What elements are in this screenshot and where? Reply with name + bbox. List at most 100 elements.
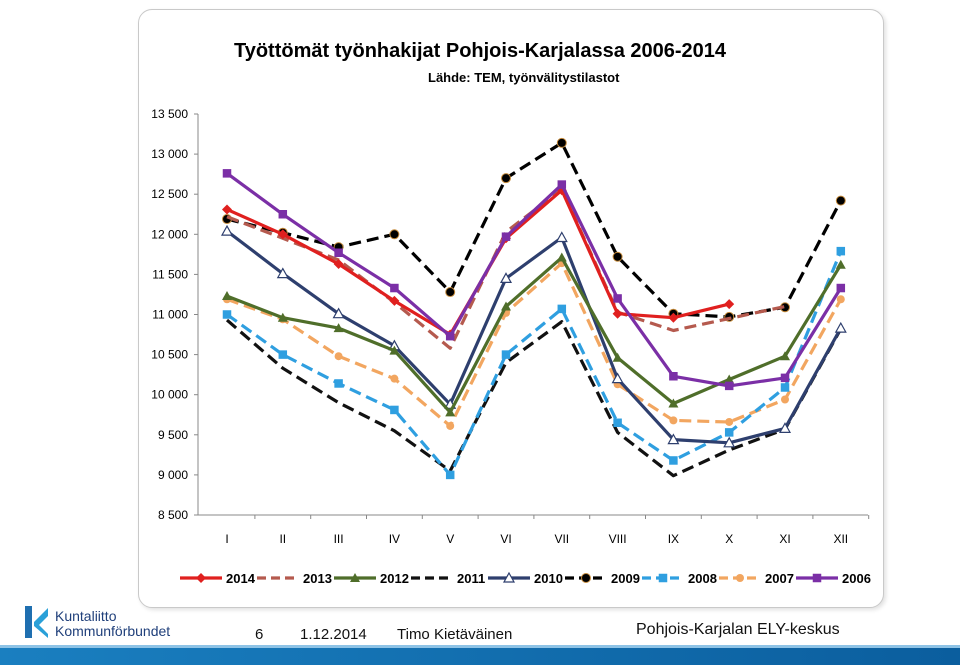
x-tick-label: II <box>279 532 286 546</box>
series-line-2012 <box>226 256 843 414</box>
data-point <box>390 405 399 415</box>
series-line-2009 <box>226 141 843 319</box>
data-point <box>501 173 511 184</box>
data-point <box>812 573 822 583</box>
data-point <box>278 210 288 219</box>
data-point <box>196 573 206 583</box>
data-point <box>389 295 400 306</box>
data-point <box>350 573 360 582</box>
series-line-2014 <box>226 188 730 337</box>
data-point <box>557 180 567 189</box>
data-point <box>220 224 234 236</box>
data-point <box>222 204 232 215</box>
y-tick-label: 11 000 <box>152 308 188 322</box>
data-point <box>445 407 456 417</box>
y-tick-label: 12 000 <box>151 227 188 241</box>
series-line-2007 <box>226 261 843 428</box>
data-point <box>780 373 790 383</box>
data-point <box>834 321 847 333</box>
data-point <box>445 331 455 341</box>
x-tick-label: IV <box>389 532 400 546</box>
data-point <box>613 418 622 428</box>
org-label: Pohjois-Karjalan ELY-keskus <box>636 621 840 638</box>
footer-stripe <box>0 645 960 648</box>
y-tick-label: 11 500 <box>152 267 188 281</box>
y-tick-label: 9 000 <box>158 468 188 482</box>
y-tick-label: 9 500 <box>158 428 188 442</box>
x-tick-label: X <box>725 532 733 546</box>
data-point <box>389 229 400 240</box>
data-point <box>835 195 846 206</box>
data-point <box>556 252 567 262</box>
logo-line-1: Kuntaliitto <box>55 608 117 624</box>
legend-label-2013: 2013 <box>303 571 332 586</box>
series-line-2010 <box>226 229 843 445</box>
data-point <box>724 374 735 384</box>
x-tick-label: I <box>225 532 228 546</box>
data-point <box>557 304 567 314</box>
data-point <box>222 310 232 319</box>
legend-label-2012: 2012 <box>380 571 409 586</box>
data-point <box>836 295 845 304</box>
data-point <box>611 372 624 384</box>
data-point <box>668 312 679 323</box>
series-line-2006 <box>226 172 843 388</box>
data-point <box>612 251 623 262</box>
data-point <box>581 573 591 583</box>
data-point <box>445 470 455 480</box>
y-tick-label: 12 500 <box>151 187 188 201</box>
x-tick-label: IX <box>668 532 679 546</box>
legend-label-2007: 2007 <box>765 571 794 586</box>
chart-subtitle: Lähde: TEM, työnvälitystilastot <box>428 70 620 85</box>
data-point <box>502 571 516 583</box>
data-point <box>836 283 846 293</box>
data-point <box>778 422 792 433</box>
footer-bar <box>0 648 960 665</box>
legend-label-2011: 2011 <box>457 571 485 586</box>
data-point <box>612 308 623 319</box>
data-point <box>669 456 678 465</box>
y-tick-label: 8 500 <box>158 508 188 522</box>
series-line-2011 <box>225 318 843 478</box>
data-point <box>499 272 513 284</box>
data-point <box>222 169 232 178</box>
data-point <box>276 267 289 279</box>
x-tick-label: VIII <box>609 532 627 546</box>
legend-label-2014: 2014 <box>226 571 256 586</box>
data-point <box>781 395 789 404</box>
data-point <box>333 323 344 333</box>
data-point <box>668 398 679 408</box>
data-point <box>390 283 399 293</box>
data-point <box>723 436 736 448</box>
data-point <box>222 291 232 301</box>
author-label: Timo Kietäväinen <box>397 626 513 643</box>
x-tick-label: VII <box>554 532 569 546</box>
y-tick-label: 13 000 <box>151 147 188 161</box>
data-point <box>334 379 343 388</box>
data-point <box>501 350 511 359</box>
legend-label-2008: 2008 <box>688 571 717 586</box>
y-tick-label: 13 500 <box>151 107 188 121</box>
x-tick-label: XI <box>779 532 790 546</box>
data-point <box>736 574 744 582</box>
x-tick-label: XII <box>833 532 848 546</box>
data-point <box>836 246 846 256</box>
data-point <box>613 294 622 303</box>
data-point <box>332 307 345 319</box>
data-point <box>835 259 846 269</box>
data-point <box>334 248 343 257</box>
data-point <box>390 374 399 383</box>
legend-label-2009: 2009 <box>611 571 640 586</box>
legend-label-2006: 2006 <box>842 571 871 586</box>
logo-line-2: Kommunförbundet <box>55 623 171 639</box>
x-tick-label: V <box>446 532 454 546</box>
data-point <box>780 383 790 392</box>
data-point <box>669 372 678 381</box>
data-point <box>445 287 456 298</box>
data-point <box>334 352 343 361</box>
data-point <box>333 258 344 269</box>
kuntaliitto-logo-icon <box>25 606 48 638</box>
date-label: 1.12.2014 <box>300 626 367 643</box>
data-point <box>277 229 288 240</box>
data-point <box>669 416 678 425</box>
